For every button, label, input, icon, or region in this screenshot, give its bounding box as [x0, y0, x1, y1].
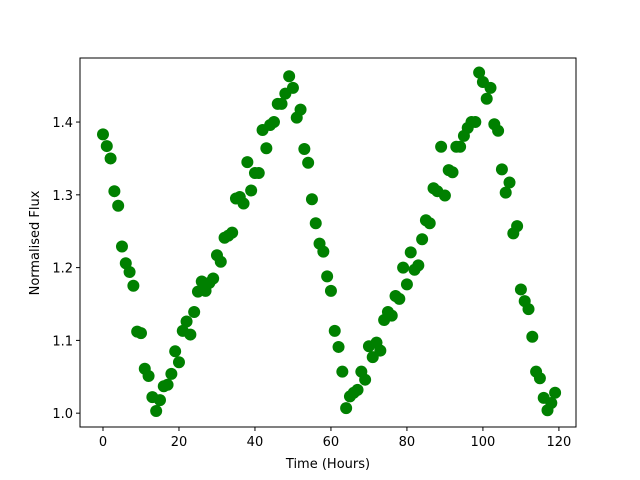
- point: [180, 315, 193, 328]
- point: [184, 328, 197, 341]
- point: [298, 142, 311, 155]
- point: [332, 340, 345, 353]
- point: [473, 66, 486, 79]
- point: [423, 217, 436, 230]
- point: [275, 97, 288, 110]
- point: [153, 394, 166, 407]
- y-axis-label: Normalised Flux: [28, 190, 43, 295]
- point: [416, 233, 429, 246]
- x-tick-label: 40: [247, 435, 264, 450]
- x-tick-label: 0: [99, 435, 107, 450]
- point: [526, 330, 539, 343]
- y-tick-label: 1.3: [52, 189, 73, 204]
- x-axis-label: Time (Hours): [285, 457, 370, 472]
- point: [294, 103, 307, 116]
- point: [161, 378, 174, 391]
- point: [169, 345, 182, 358]
- point: [150, 404, 163, 417]
- point: [172, 356, 185, 369]
- point: [480, 92, 493, 105]
- point: [214, 255, 227, 268]
- point: [495, 163, 508, 176]
- point: [435, 140, 448, 153]
- point: [385, 309, 398, 322]
- y-tick-label: 1.2: [52, 262, 73, 277]
- x-tick-label: 100: [471, 435, 496, 450]
- point: [207, 272, 220, 285]
- point: [374, 344, 387, 357]
- point: [328, 324, 341, 337]
- point: [404, 246, 417, 259]
- point: [412, 259, 425, 272]
- x-tick-label: 120: [546, 435, 571, 450]
- point: [252, 166, 265, 179]
- point: [522, 303, 535, 316]
- point: [499, 186, 512, 199]
- point: [438, 189, 451, 202]
- y-tick-label: 1.4: [52, 116, 73, 131]
- point: [286, 81, 299, 94]
- point: [309, 217, 322, 230]
- point: [96, 128, 109, 141]
- point: [511, 220, 524, 233]
- point: [324, 284, 337, 297]
- point: [397, 261, 410, 274]
- point: [317, 245, 330, 258]
- point: [108, 185, 121, 198]
- point: [245, 184, 258, 197]
- point: [237, 197, 250, 210]
- plot-frame: [79, 57, 577, 428]
- point: [533, 372, 546, 385]
- point: [134, 327, 147, 340]
- point: [267, 116, 280, 129]
- point: [484, 81, 497, 94]
- point: [503, 176, 516, 189]
- point: [393, 292, 406, 305]
- point: [112, 199, 125, 212]
- point: [351, 383, 364, 396]
- point: [104, 152, 117, 165]
- point: [545, 396, 558, 409]
- x-tick-label: 80: [399, 435, 416, 450]
- point: [400, 278, 413, 291]
- point: [454, 140, 467, 153]
- point: [446, 166, 459, 179]
- point: [340, 402, 353, 415]
- point: [123, 265, 136, 278]
- point: [260, 142, 273, 155]
- point: [115, 240, 128, 253]
- point: [359, 373, 372, 386]
- point: [283, 70, 296, 83]
- point: [514, 283, 527, 296]
- point: [100, 140, 113, 153]
- point: [188, 306, 201, 319]
- y-tick-label: 1.0: [52, 407, 73, 422]
- point: [241, 156, 254, 169]
- point: [127, 279, 140, 292]
- point: [165, 367, 178, 380]
- point: [549, 386, 562, 399]
- x-tick-label: 60: [323, 435, 340, 450]
- point: [321, 270, 334, 283]
- point: [336, 365, 349, 378]
- point: [305, 193, 318, 206]
- point: [302, 156, 315, 169]
- point: [226, 226, 239, 239]
- y-tick-label: 1.1: [52, 334, 73, 349]
- point: [492, 124, 505, 137]
- x-tick-label: 20: [171, 435, 188, 450]
- point: [469, 116, 482, 129]
- point: [142, 370, 155, 383]
